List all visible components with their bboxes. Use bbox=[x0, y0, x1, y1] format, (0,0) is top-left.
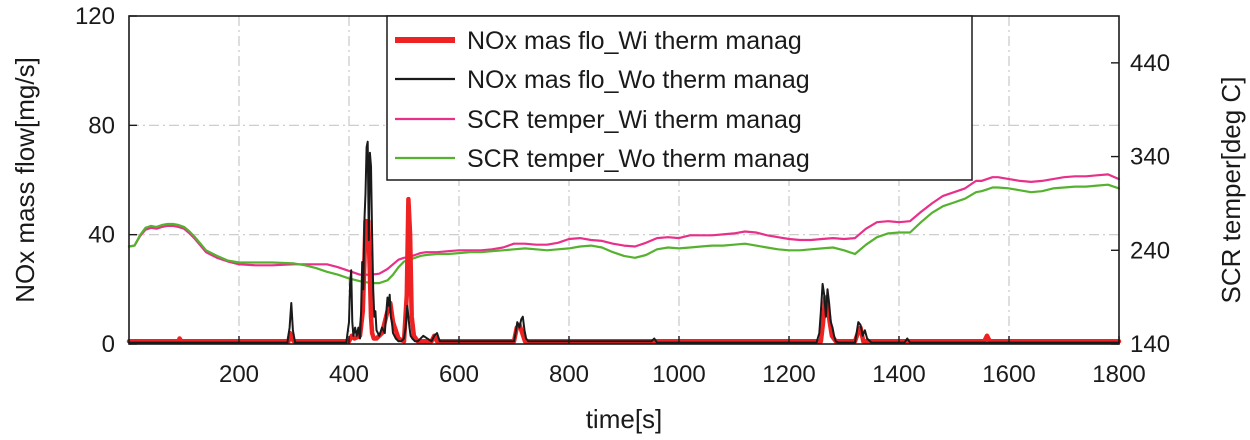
x-axis-label: time[s] bbox=[586, 404, 663, 434]
series-nox-wo-line bbox=[128, 140, 1120, 344]
y-right-tick-label: 340 bbox=[1130, 144, 1170, 171]
legend-label-nox-wi: NOx mas flo_Wi therm manag bbox=[467, 27, 802, 55]
y-left-tick-label: 120 bbox=[75, 3, 115, 30]
y-left-tick-labels: 0 40 80 120 bbox=[75, 3, 115, 358]
y-left-axis-label: NOx mass flow[mg/s] bbox=[10, 57, 40, 303]
legend-label-scr-wo: SCR temper_Wo therm manag bbox=[467, 145, 810, 173]
series-scr-wi-line bbox=[127, 173, 1121, 276]
x-tick-label: 600 bbox=[439, 361, 479, 388]
y-right-tick-label: 440 bbox=[1130, 50, 1170, 77]
x-tick-label: 200 bbox=[219, 361, 259, 388]
tick-layer bbox=[129, 15, 1120, 345]
legend: NOx mas flo_Wi therm manag NOx mas flo_W… bbox=[386, 15, 973, 181]
y-left-tick-label: 0 bbox=[102, 331, 115, 358]
x-tick-label: 1200 bbox=[762, 361, 815, 388]
x-tick-label: 1000 bbox=[652, 361, 705, 388]
x-tick-labels: 200 400 600 800 1000 1200 1400 1600 1800 bbox=[219, 361, 1146, 388]
series-nox-wi-line bbox=[126, 196, 1122, 344]
legend-label-scr-wi: SCR temper_Wi therm manag bbox=[467, 106, 802, 134]
y-right-tick-label: 140 bbox=[1130, 331, 1170, 358]
x-tick-label: 1600 bbox=[982, 361, 1035, 388]
series-scr-wo-line bbox=[127, 183, 1121, 285]
x-tick-label: 1400 bbox=[872, 361, 925, 388]
x-tick-label: 800 bbox=[549, 361, 589, 388]
y-right-tick-labels: 140 240 340 440 bbox=[1130, 50, 1170, 358]
series-layer bbox=[126, 140, 1122, 344]
legend-label-nox-wo: NOx mas flo_Wo therm manag bbox=[467, 66, 810, 94]
y-right-axis-label: SCR temper[deg C] bbox=[1216, 77, 1246, 304]
legend-box bbox=[386, 15, 973, 181]
x-tick-label: 400 bbox=[329, 361, 369, 388]
y-right-tick-label: 240 bbox=[1130, 237, 1170, 264]
x-tick-label: 1800 bbox=[1092, 361, 1145, 388]
y-left-tick-label: 40 bbox=[88, 222, 115, 249]
y-left-tick-label: 80 bbox=[88, 112, 115, 139]
